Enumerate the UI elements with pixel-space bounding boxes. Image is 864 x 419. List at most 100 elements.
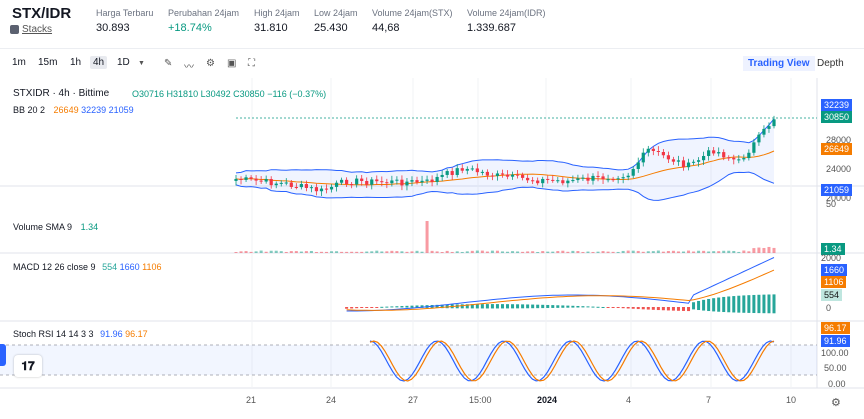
candle-body: [284, 182, 288, 184]
bb-upper-line: [235, 118, 775, 174]
fullscreen-icon[interactable]: ⛶: [248, 58, 255, 69]
tab-depth[interactable]: Depth: [817, 58, 844, 69]
tradingview-logo-icon: 𝟏𝟕: [14, 355, 42, 377]
macd-histogram-bar: [390, 306, 394, 308]
chart-area[interactable]: STXIDR · 4h · Bittime O30716 H31810 L304…: [0, 78, 864, 414]
macd-histogram-bar: [440, 304, 444, 309]
timeframe-15m[interactable]: 15m: [38, 57, 58, 68]
candle-body: [717, 152, 721, 154]
candle-body: [712, 150, 716, 154]
tab-trading-view[interactable]: Trading View: [743, 56, 815, 71]
volume-bar: [626, 250, 630, 253]
volume-bar: [395, 251, 399, 253]
macd-histogram-bar: [380, 306, 384, 308]
macd-histogram-bar: [621, 307, 625, 309]
chart-canvas[interactable]: [0, 78, 864, 414]
chevron-down-icon[interactable]: ▼: [138, 60, 145, 67]
macd-histogram-bar: [551, 305, 555, 308]
volume-bar: [767, 246, 771, 253]
macd-histogram-bar: [511, 304, 515, 309]
candle-body: [380, 181, 384, 183]
volume-bar: [551, 251, 555, 253]
coin-link[interactable]: Stacks: [22, 24, 53, 35]
macd-histogram-bar: [707, 298, 711, 312]
macd-histogram-bar: [666, 307, 670, 311]
candle-body: [455, 168, 459, 175]
candle-body: [390, 180, 394, 184]
pair-title: STX/IDR: [12, 5, 72, 22]
volume-bar: [304, 251, 308, 253]
candle-body: [435, 176, 439, 182]
macd-histogram-bar: [732, 296, 736, 313]
volume-bar: [314, 251, 318, 253]
candle-body: [259, 180, 263, 182]
candle-body: [425, 179, 429, 181]
volume-bar: [465, 251, 469, 253]
timeframe-1m[interactable]: 1m: [12, 57, 26, 68]
candle-body: [541, 178, 545, 184]
candle-body: [355, 178, 359, 185]
timeframe-1h[interactable]: 1h: [70, 57, 82, 68]
macd-histogram-bar: [415, 305, 419, 308]
volume-bar: [485, 251, 489, 253]
bb-upper-badge: 32239: [821, 99, 853, 111]
chart-settings-icon[interactable]: ⚙: [831, 397, 841, 409]
candle-body: [641, 152, 645, 163]
volume-bar: [772, 247, 776, 253]
macd-histogram-bar: [697, 300, 701, 311]
candle-body: [274, 183, 278, 186]
volume-bar: [350, 251, 354, 253]
volume-bar: [531, 251, 535, 253]
volume-bar: [727, 250, 731, 253]
timeframe-1d[interactable]: 1D: [117, 57, 130, 68]
candle-body: [289, 182, 293, 187]
settings-gear-icon[interactable]: ⚙: [206, 58, 215, 69]
candle-body: [681, 160, 686, 168]
volume-bar: [470, 250, 474, 253]
candle-body: [621, 177, 625, 179]
macd-histogram-bar: [345, 307, 349, 309]
volume-bar: [676, 251, 680, 253]
candle-body: [762, 128, 766, 135]
macd-histogram-bar: [616, 307, 620, 308]
volume-bar: [646, 251, 650, 253]
left-panel-handle[interactable]: [0, 344, 6, 366]
price-tick: 28000: [826, 135, 852, 145]
volume-bar: [687, 250, 691, 253]
draw-pencil-icon[interactable]: ✎: [164, 58, 173, 69]
macd-histogram-bar: [360, 307, 364, 308]
macd-histogram-bar: [571, 305, 575, 308]
volume-bar: [390, 250, 394, 253]
macd-histogram-bar: [641, 307, 645, 310]
indicators-icon[interactable]: 〰: [184, 62, 194, 73]
time-tick: 21: [246, 395, 257, 405]
candle-body: [696, 160, 701, 162]
save-icon[interactable]: ▣: [227, 58, 237, 69]
timeframe-4h[interactable]: 4h: [90, 56, 108, 69]
candle-body: [339, 179, 344, 183]
candle-body: [702, 155, 706, 161]
volume-bar: [400, 251, 404, 253]
candle-body: [279, 182, 283, 184]
candle-body: [606, 179, 610, 181]
volume-bar: [405, 251, 409, 253]
candle-body: [651, 148, 655, 152]
candle-body: [490, 175, 495, 177]
volume-bar: [576, 251, 580, 253]
volume-bar: [279, 251, 283, 253]
candle-body: [345, 179, 349, 185]
volume-bar: [445, 250, 449, 253]
macd-histogram-bar: [561, 305, 565, 308]
volume-bar: [586, 251, 590, 253]
macd-tick: 2000: [821, 253, 842, 263]
stacks-coin-icon: [10, 25, 19, 34]
macd-histogram-bar: [772, 294, 776, 314]
candle-body: [395, 179, 399, 181]
stoch-tick: 100.00: [821, 348, 849, 358]
macd-histogram-bar: [465, 304, 469, 309]
volume-bar: [606, 251, 610, 253]
macd-histogram-bar: [445, 304, 449, 309]
volume-bar: [707, 251, 711, 253]
volume-bar: [380, 251, 384, 253]
volume-bar: [425, 221, 429, 253]
